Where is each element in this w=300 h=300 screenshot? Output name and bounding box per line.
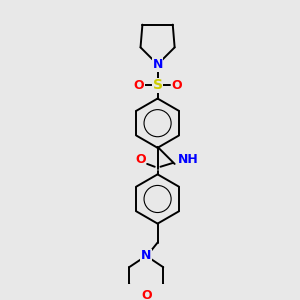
Text: O: O	[133, 79, 144, 92]
Text: O: O	[135, 153, 146, 166]
Text: S: S	[153, 78, 163, 92]
Text: N: N	[152, 58, 163, 71]
Text: NH: NH	[178, 153, 198, 166]
Text: O: O	[171, 79, 182, 92]
Text: N: N	[141, 249, 152, 262]
Text: O: O	[141, 289, 152, 300]
